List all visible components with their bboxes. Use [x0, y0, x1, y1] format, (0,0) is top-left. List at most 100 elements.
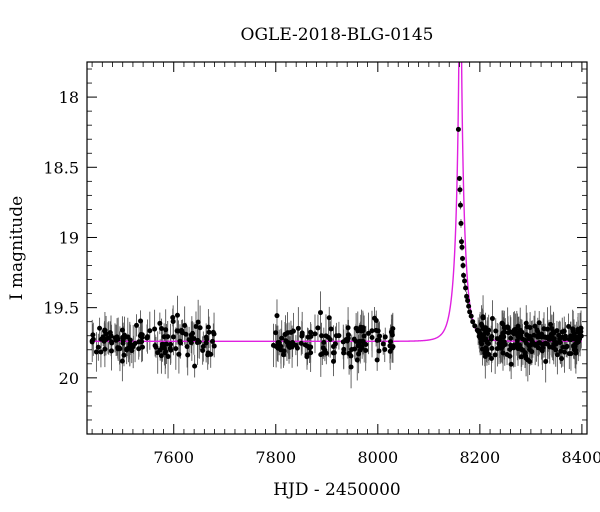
data-point: [211, 343, 217, 349]
data-point: [560, 344, 566, 350]
data-point: [477, 330, 483, 336]
data-point: [557, 336, 563, 342]
data-point: [138, 318, 144, 324]
data-point: [319, 333, 325, 339]
data-point: [195, 319, 201, 325]
data-point: [457, 202, 463, 208]
data-point: [196, 339, 202, 345]
data-point: [176, 328, 182, 334]
data-point: [281, 348, 287, 354]
data-point: [176, 351, 182, 357]
data-point: [493, 328, 499, 334]
data-point: [515, 333, 521, 339]
data-point: [388, 339, 394, 345]
data-point: [530, 340, 536, 346]
data-point: [467, 309, 473, 315]
data-point: [331, 358, 337, 364]
data-point: [205, 324, 211, 330]
y-tick-label: 20: [59, 369, 79, 388]
data-point: [571, 336, 577, 342]
data-point: [494, 336, 500, 342]
data-point: [389, 330, 395, 336]
data-point: [115, 336, 121, 342]
data-point: [369, 328, 375, 334]
data-point: [489, 316, 495, 322]
data-point: [369, 334, 375, 340]
data-point: [482, 326, 488, 332]
data-point: [522, 337, 528, 343]
data-point: [136, 346, 142, 352]
data-point: [341, 350, 347, 356]
data-point: [102, 328, 108, 334]
data-point: [488, 355, 494, 361]
data-point: [352, 346, 358, 352]
data-point: [158, 353, 164, 359]
data-point: [161, 334, 167, 340]
data-point: [358, 328, 364, 334]
data-point: [489, 345, 495, 351]
data-point: [523, 353, 529, 359]
data-point: [332, 341, 338, 347]
data-point: [152, 343, 158, 349]
x-tick-label: 7600: [153, 448, 194, 467]
data-point: [478, 321, 484, 327]
data-point: [508, 335, 514, 341]
data-point: [465, 298, 471, 304]
data-point: [375, 328, 381, 334]
data-point: [526, 343, 532, 349]
data-point: [119, 358, 125, 364]
x-tick-label: 7800: [255, 448, 296, 467]
data-point: [119, 327, 125, 333]
data-point: [514, 341, 520, 347]
data-point: [275, 340, 281, 346]
data-point: [480, 315, 486, 321]
data-point: [127, 344, 133, 350]
data-point: [173, 346, 179, 352]
data-point: [518, 346, 524, 352]
data-point: [363, 342, 369, 348]
data-point: [354, 357, 360, 363]
data-point: [357, 339, 363, 345]
data-point: [505, 325, 511, 331]
data-point: [558, 348, 564, 354]
data-point: [543, 359, 549, 365]
data-point: [331, 350, 337, 356]
data-point: [535, 334, 541, 340]
data-point: [574, 340, 580, 346]
data-point: [571, 331, 577, 337]
data-point: [376, 337, 382, 343]
data-point: [484, 340, 490, 346]
data-point: [486, 352, 492, 358]
y-tick-label: 19: [59, 228, 79, 247]
data-point: [308, 329, 314, 335]
data-point: [323, 333, 329, 339]
data-point: [548, 321, 554, 327]
data-point: [372, 315, 378, 321]
data-point: [170, 334, 176, 340]
data-point: [524, 332, 530, 338]
data-point: [155, 350, 161, 356]
data-point: [139, 339, 145, 345]
data-point: [167, 345, 173, 351]
data-point: [95, 344, 101, 350]
plot-content: [89, 62, 584, 389]
y-tick-label: 18.5: [43, 158, 79, 177]
data-point: [308, 333, 314, 339]
data-point: [273, 330, 279, 336]
data-point: [577, 332, 583, 338]
data-point: [523, 320, 529, 326]
data-point: [545, 326, 551, 332]
data-point: [466, 303, 472, 309]
data-point: [326, 315, 332, 321]
data-point: [534, 327, 540, 333]
data-point: [179, 330, 185, 336]
data-point: [374, 357, 380, 363]
data-point: [468, 313, 474, 319]
data-point: [376, 348, 382, 354]
data-point: [577, 336, 583, 342]
data-point: [200, 344, 206, 350]
data-point: [499, 320, 505, 326]
data-point: [539, 348, 545, 354]
data-point: [559, 356, 565, 362]
